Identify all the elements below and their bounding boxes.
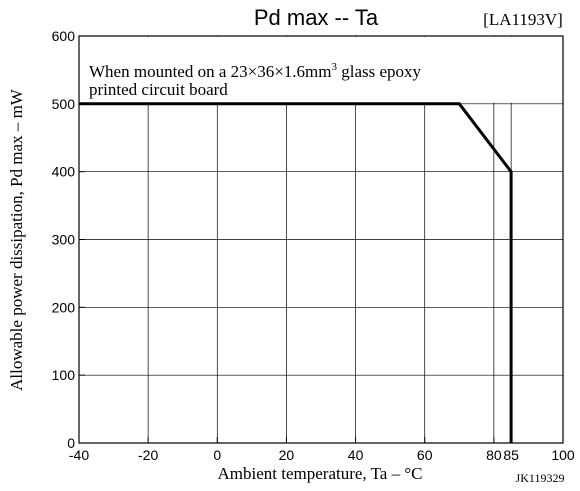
y-tick-label: 100 [52,367,76,383]
annotation-line2: printed circuit board [89,80,228,99]
y-tick-label: 400 [52,164,76,180]
x-tick-label: 20 [279,447,295,463]
x-tick-label: 85 [503,447,519,463]
x-tick-label: -40 [69,447,89,463]
figure-code: JK119329 [516,471,565,485]
chart-title: Pd max -- Ta [254,5,379,30]
y-tick-label: 300 [52,232,76,248]
x-tick-label: 80 [486,447,502,463]
x-tick-label: 0 [213,447,221,463]
y-tick-labels: 0 100 200 300 400 500 600 [52,28,76,451]
x-tick-label: 60 [417,447,433,463]
x-axis-label: Ambient temperature, Ta – °C [218,464,423,483]
y-tick-label: 0 [67,435,75,451]
y-axis-label: Allowable power dissipation, Pd max – mW [7,88,26,391]
annotation-background [80,37,562,103]
y-tick-label: 500 [52,96,76,112]
y-tick-label: 200 [52,299,76,315]
y-tick-label: 600 [52,28,76,44]
x-tick-label: 100 [551,447,575,463]
part-number-label: [LA1193V] [483,10,563,29]
series-line [79,102,513,443]
x-tick-label: 40 [348,447,364,463]
x-tick-labels: -40 -20 0 20 40 60 80 85 100 [69,447,575,463]
x-tick-label: -20 [138,447,158,463]
annotation-line1: When mounted on a 23×36×1.6mm3 glass epo… [89,61,422,81]
